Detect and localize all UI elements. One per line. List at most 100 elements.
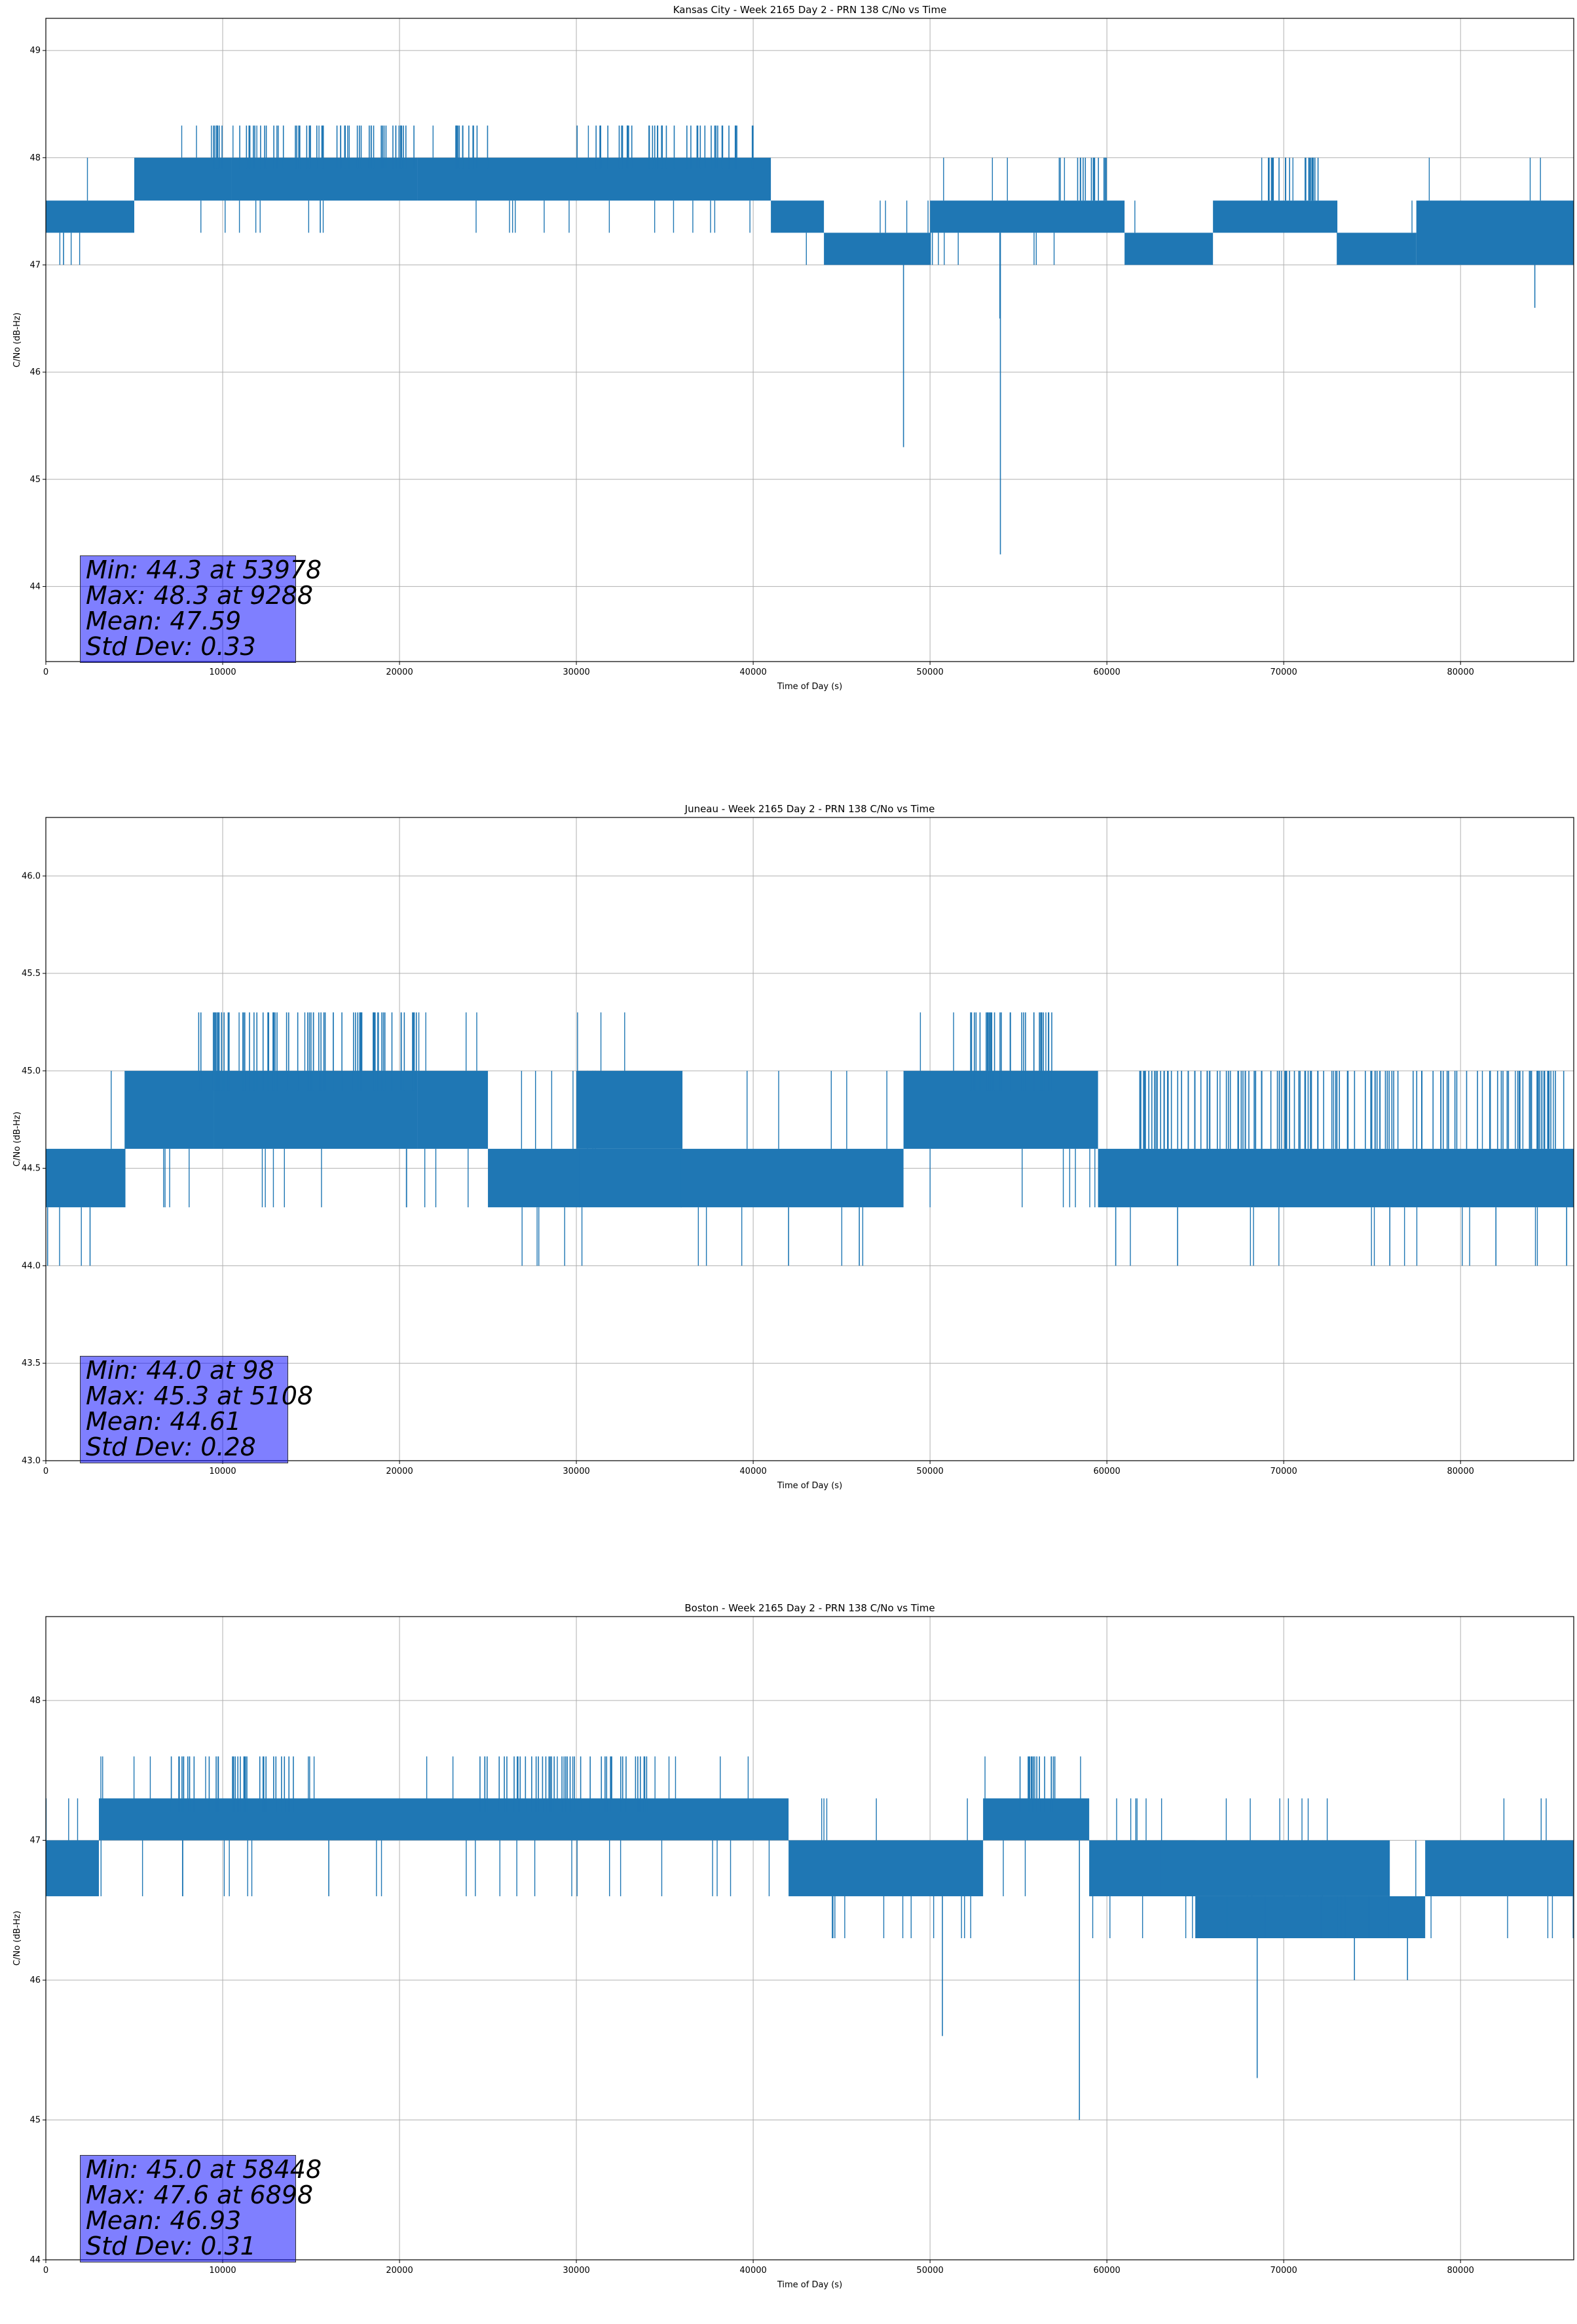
chart-panel-juneau: Juneau - Week 2165 Day 2 - PRN 138 C/No … [0,799,1577,1533]
y-axis-label: C/No (dB-Hz) [12,1112,22,1167]
data-band [788,1840,984,1896]
stats-mean: Mean: 46.93 [86,2206,242,2235]
stats-box: Min: 44.0 at 98 Max: 45.3 at 5108 Mean: … [80,1356,314,1463]
stats-mean: Mean: 47.59 [86,607,242,635]
data-band [1124,233,1214,265]
grid-lines [45,18,1574,662]
x-tick-label: 80000 [1447,1467,1474,1476]
data-band [417,157,771,201]
plot-frame [45,817,1574,1461]
x-axis-label: Time of Day (s) [777,2280,842,2290]
stats-max: Max: 48.3 at 9288 [86,581,314,610]
x-tick-label: 70000 [1270,1467,1297,1476]
x-tick-label: 80000 [1447,667,1474,677]
x-tick-label: 50000 [916,1467,943,1476]
x-tick-label: 60000 [1093,667,1120,677]
data-band [417,1070,489,1149]
stats-std-dev: Std Dev: 0.28 [86,1433,256,1461]
stats-box: Min: 44.3 at 53978 Max: 48.3 at 9288 Mea… [80,555,322,663]
x-tick-label: 20000 [386,667,413,677]
x-tick-label: 10000 [209,667,236,677]
y-tick-label: 44 [29,582,41,591]
stats-min: Min: 44.3 at 53978 [86,555,322,584]
data-band [1337,233,1417,265]
data-band [46,1840,100,1896]
stats-mean: Mean: 44.61 [86,1407,242,1436]
series-line [46,125,1574,555]
stats-max: Max: 45.3 at 5108 [86,1381,314,1410]
x-tick-label: 30000 [563,667,589,677]
y-tick-label: 45 [29,475,41,485]
stats-min: Min: 45.0 at 58448 [86,2155,322,2184]
x-tick-label: 20000 [386,1467,413,1476]
y-tick-label: 49 [29,46,41,56]
y-tick-label: 45.5 [22,969,41,979]
plot-frame [45,1616,1574,2260]
x-tick-label: 30000 [563,2266,589,2276]
x-tick-label: 50000 [916,667,943,677]
stats-max: Max: 47.6 at 6898 [86,2181,314,2209]
data-band [488,1148,904,1208]
x-tick-label: 60000 [1093,2266,1120,2276]
y-tick-label: 43.5 [22,1359,41,1368]
y-tick-label: 45.0 [22,1066,41,1076]
x-tick-label: 40000 [739,667,766,677]
chart-svg: Boston - Week 2165 Day 2 - PRN 138 C/No … [12,1602,1574,2290]
data-band [983,1798,1090,1841]
y-tick-label: 44.0 [22,1261,41,1271]
data-band [1098,1148,1574,1208]
chart-panel-kansas-city: Kansas City - Week 2165 Day 2 - PRN 138 … [0,0,1577,734]
chart-title: Kansas City - Week 2165 Day 2 - PRN 138 … [673,4,947,16]
x-tick-label: 20000 [386,2266,413,2276]
chart-title: Juneau - Week 2165 Day 2 - PRN 138 C/No … [684,803,935,815]
data-band [1195,1896,1426,1938]
stats-min: Min: 44.0 at 98 [86,1356,274,1385]
y-tick-label: 46 [29,367,41,377]
y-tick-label: 44.5 [22,1164,41,1174]
x-tick-label: 0 [43,1467,48,1476]
x-tick-label: 0 [43,667,48,677]
data-band [1425,1840,1574,1896]
chart-panel-boston: Boston - Week 2165 Day 2 - PRN 138 C/No … [0,1598,1577,2324]
x-tick-label: 50000 [916,2266,943,2276]
x-tick-label: 40000 [739,1467,766,1476]
y-tick-label: 43.0 [22,1456,41,1466]
y-tick-label: 46 [29,1976,41,1985]
data-band [1160,1840,1390,1896]
stats-std-dev: Std Dev: 0.33 [86,632,256,661]
data-band [824,233,931,265]
x-tick-label: 60000 [1093,1467,1120,1476]
data-band [1213,200,1337,233]
x-tick-label: 10000 [209,2266,236,2276]
chart-svg: Juneau - Week 2165 Day 2 - PRN 138 C/No … [12,803,1574,1491]
y-axis-label: C/No (dB-Hz) [12,312,22,367]
chart-svg: Kansas City - Week 2165 Day 2 - PRN 138 … [12,4,1574,692]
y-tick-label: 47 [29,260,41,270]
data-band [231,157,418,201]
series-line [46,1012,1574,1266]
y-tick-label: 44 [29,2255,41,2265]
x-tick-label: 70000 [1270,667,1297,677]
x-tick-label: 40000 [739,2266,766,2276]
data-band [576,1070,683,1149]
series-line [46,1756,1574,2120]
y-tick-label: 46.0 [22,871,41,881]
data-band [99,1798,789,1841]
y-tick-label: 47 [29,1836,41,1846]
x-axis-label: Time of Day (s) [777,682,842,692]
y-tick-label: 48 [29,153,41,163]
x-axis-label: Time of Day (s) [777,1481,842,1491]
data-band [1416,200,1574,265]
x-tick-label: 30000 [563,1467,589,1476]
x-tick-label: 80000 [1447,2266,1474,2276]
data-band [930,200,1125,233]
x-tick-label: 0 [43,2266,48,2276]
x-tick-label: 10000 [209,1467,236,1476]
x-tick-label: 70000 [1270,2266,1297,2276]
y-tick-label: 45 [29,2116,41,2126]
chart-title: Boston - Week 2165 Day 2 - PRN 138 C/No … [684,1602,935,1614]
stats-std-dev: Std Dev: 0.31 [86,2232,256,2260]
data-band [771,200,825,233]
y-axis-label: C/No (dB-Hz) [12,1911,22,1966]
y-tick-label: 48 [29,1696,41,1706]
